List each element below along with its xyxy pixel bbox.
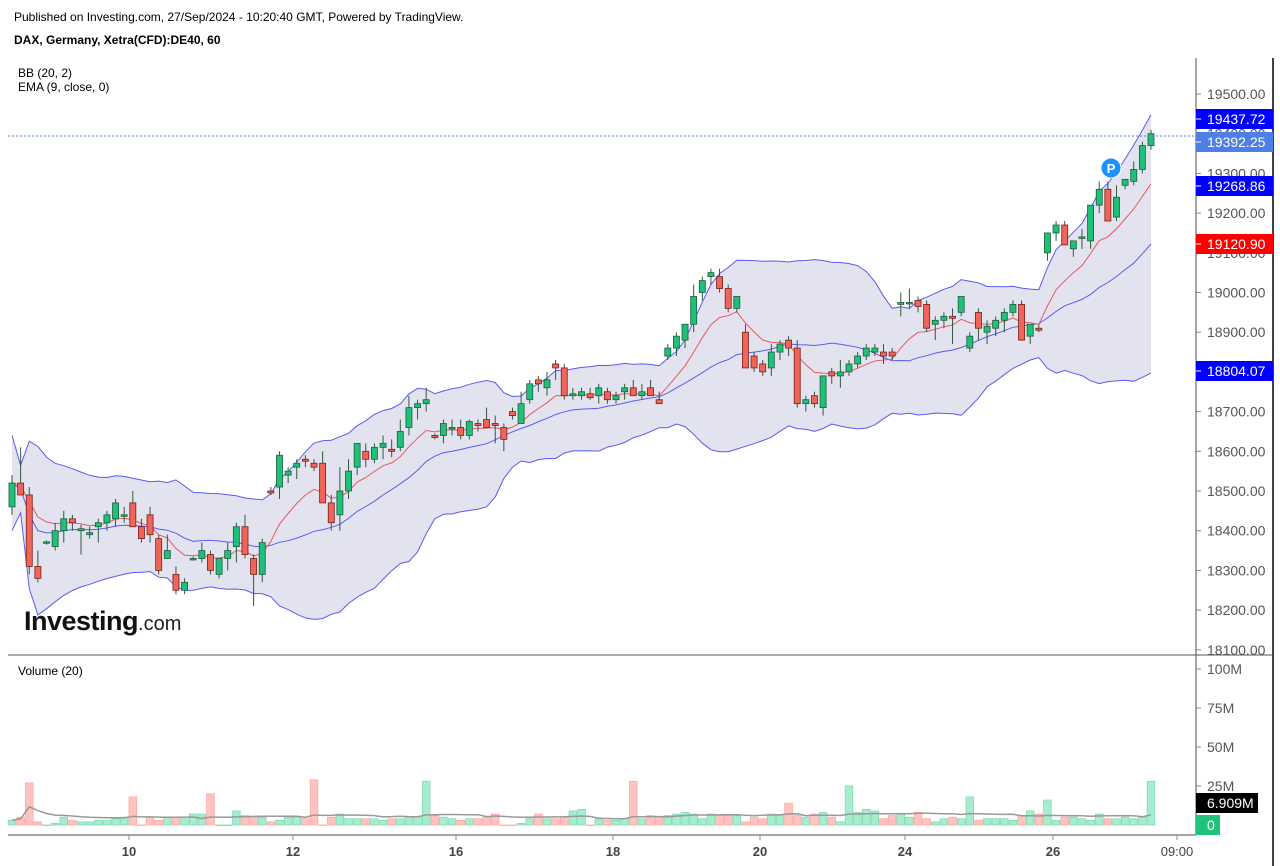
svg-text:18200.00: 18200.00 (1207, 602, 1266, 618)
svg-text:26: 26 (1046, 844, 1060, 859)
symbol-title: DAX, Germany, Xetra(CFD):DE40, 60 (14, 33, 221, 47)
svg-text:18: 18 (606, 844, 620, 859)
svg-text:100M: 100M (1207, 661, 1242, 677)
svg-text:18600.00: 18600.00 (1207, 443, 1266, 459)
price-axis[interactable]: 19500.0019400.0019300.0019200.0019100.00… (1196, 86, 1273, 658)
svg-text:25M: 25M (1207, 778, 1234, 794)
investing-logo: Investing.com (24, 606, 181, 637)
svg-text:10: 10 (122, 844, 136, 859)
svg-text:18500.00: 18500.00 (1207, 483, 1266, 499)
logo-main: Investing (24, 606, 139, 636)
logo-suffix: .com (138, 613, 182, 635)
svg-text:09:00: 09:00 (1161, 844, 1194, 859)
svg-text:6.909M: 6.909M (1207, 795, 1254, 811)
time-axis[interactable]: 10 12 16 18 20 24 26 09:00 (122, 835, 1194, 859)
volume-last-tag: 0 (1196, 815, 1220, 835)
svg-text:19120.90: 19120.90 (1207, 236, 1266, 252)
p-marker[interactable]: P (1100, 157, 1122, 179)
svg-text:18400.00: 18400.00 (1207, 523, 1266, 539)
bb-basis-tag: 19268.86 (1196, 176, 1273, 196)
candlesticks (8, 129, 1155, 607)
ema-tag: 19120.90 (1196, 234, 1273, 254)
svg-text:19392.25: 19392.25 (1207, 134, 1266, 150)
svg-text:16: 16 (449, 844, 463, 859)
svg-text:19000.00: 19000.00 (1207, 285, 1266, 301)
svg-text:50M: 50M (1207, 739, 1234, 755)
bollinger-band (11, 114, 1152, 620)
svg-text:24: 24 (898, 844, 913, 859)
svg-text:19200.00: 19200.00 (1207, 205, 1266, 221)
bb-indicator-label[interactable]: BB (20, 2) (18, 66, 73, 80)
svg-text:18900.00: 18900.00 (1207, 324, 1266, 340)
svg-text:20: 20 (753, 844, 767, 859)
svg-text:P: P (1107, 161, 1116, 176)
bb-lower-tag: 18804.07 (1196, 361, 1273, 381)
svg-text:19268.86: 19268.86 (1207, 178, 1266, 194)
svg-text:18300.00: 18300.00 (1207, 562, 1266, 578)
volume-ma-tag: 6.909M (1196, 793, 1258, 813)
svg-text:18100.00: 18100.00 (1207, 642, 1266, 658)
svg-text:75M: 75M (1207, 700, 1234, 716)
volume-bars (7, 779, 1156, 826)
svg-text:18804.07: 18804.07 (1207, 363, 1266, 379)
svg-text:19500.00: 19500.00 (1207, 86, 1266, 102)
svg-text:12: 12 (286, 844, 300, 859)
svg-text:19437.72: 19437.72 (1207, 111, 1266, 127)
svg-text:0: 0 (1207, 817, 1215, 833)
bb-upper-tag: 19437.72 (1196, 109, 1273, 129)
ema-indicator-label[interactable]: EMA (9, close, 0) (18, 80, 110, 94)
published-notice: Published on Investing.com, 27/Sep/2024 … (14, 10, 464, 24)
svg-text:18700.00: 18700.00 (1207, 404, 1266, 420)
volume-indicator-label[interactable]: Volume (20) (18, 664, 83, 678)
chart-frame (8, 58, 1274, 866)
last-price-tag: 19392.25 (1196, 132, 1273, 152)
